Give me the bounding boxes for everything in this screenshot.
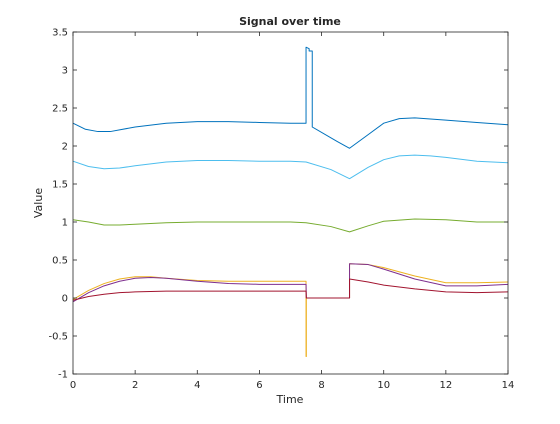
plot-background — [73, 32, 508, 374]
y-tick-label: 2 — [62, 142, 68, 153]
series-line-2 — [72, 154, 509, 180]
y-tick-label: 0 — [62, 294, 68, 305]
y-tick-label: 2.5 — [52, 104, 68, 115]
x-axis-label: Time — [276, 393, 304, 406]
axes-layer — [72, 31, 509, 375]
y-tick-label: 0.5 — [52, 256, 68, 267]
x-tick-label: 0 — [70, 380, 76, 391]
y-tick-label: -0.5 — [48, 332, 68, 343]
x-ticks: 0 2 4 6 8 10 12 14 — [70, 32, 515, 391]
chart-title: Signal over time — [239, 15, 341, 28]
series-line-3 — [72, 218, 508, 233]
plot-frame — [72, 31, 509, 375]
series-line-5 — [72, 263, 509, 303]
y-tick-label: 3.5 — [52, 28, 68, 39]
y-tick-label: 1 — [62, 218, 68, 229]
x-tick-label: 6 — [256, 380, 262, 391]
x-tick-label: 8 — [318, 380, 324, 391]
series-line-6 — [72, 278, 509, 301]
y-axis-label: Value — [32, 188, 45, 218]
x-tick-label: 4 — [194, 380, 200, 391]
x-tick-label: 10 — [377, 380, 390, 391]
y-tick-label: 1.5 — [52, 180, 68, 191]
y-tick-label: 3 — [62, 66, 68, 77]
x-tick-label: 2 — [132, 380, 138, 391]
series-line-1 — [72, 46, 509, 149]
series-layer — [72, 46, 509, 358]
x-tick-label: 12 — [439, 380, 452, 391]
series-line-4 — [72, 263, 509, 358]
y-tick-label: -1 — [58, 370, 68, 381]
y-ticks: -1 -0.5 0 0.5 1 1.5 2 2.5 3 3.5 — [48, 28, 508, 381]
x-tick-label: 14 — [502, 380, 515, 391]
